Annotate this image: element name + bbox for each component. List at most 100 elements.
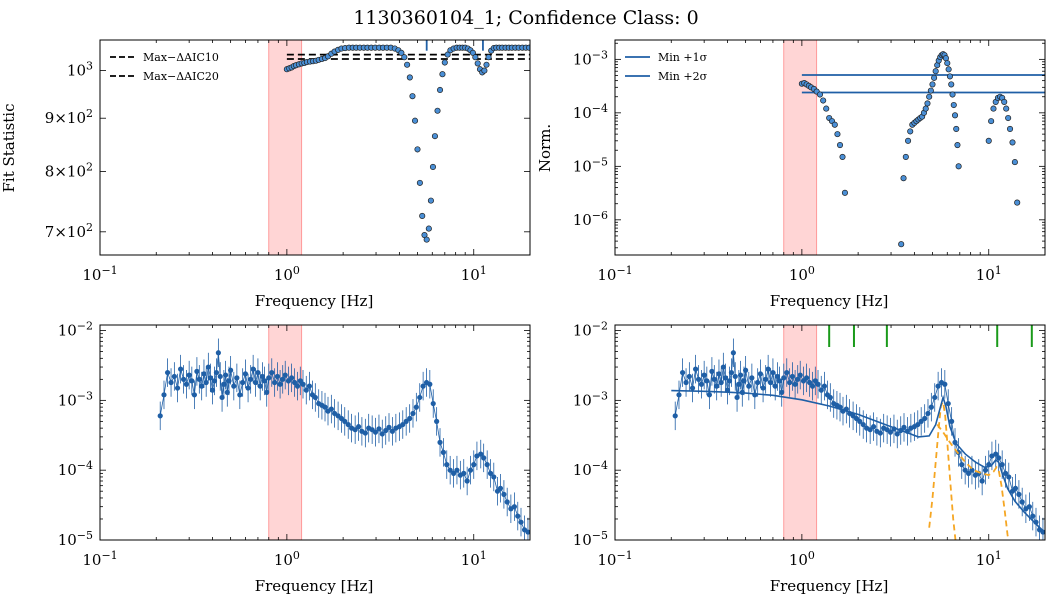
data-point [240, 379, 246, 386]
data-point [491, 474, 497, 480]
data-point [300, 381, 306, 387]
y-tick-label: 10−4 [573, 459, 608, 479]
x-tick-label: 10−1 [597, 549, 632, 569]
x-tick-label: 100 [789, 549, 815, 569]
data-point [734, 394, 740, 401]
legend-label: Max−ΔAIC10 [143, 51, 219, 64]
plot-area [157, 325, 530, 540]
y-tick-label: 10−5 [573, 529, 608, 549]
data-point [922, 415, 928, 422]
data-point [409, 93, 416, 100]
data-point [1001, 98, 1008, 105]
data-point [689, 385, 696, 391]
data-point [199, 383, 205, 389]
data-point [217, 373, 223, 380]
data-point [807, 379, 813, 386]
data-point [672, 413, 678, 419]
data-point [497, 485, 504, 491]
data-point [709, 368, 715, 374]
data-point [518, 519, 524, 525]
panel-power-spectrum-model: 10−1 100 101 10−5 10−4 10−3 10−2 [573, 320, 1046, 569]
data-point [257, 383, 263, 389]
data-point [877, 430, 883, 436]
data-point [429, 163, 437, 171]
data-point [774, 373, 781, 380]
data-point [444, 51, 451, 58]
data-point [161, 392, 167, 398]
data-point [1003, 105, 1010, 112]
data-point [191, 392, 197, 398]
data-point [250, 366, 256, 372]
data-point [345, 421, 351, 428]
x-axis-label-bottom-right: Frequency [Hz] [770, 577, 889, 595]
data-point [303, 387, 309, 393]
data-point [213, 369, 220, 376]
legend-label: Max−ΔAIC20 [143, 70, 219, 83]
data-point [441, 59, 448, 66]
y-tick-label: 103 [67, 60, 93, 80]
data-point [472, 54, 479, 61]
data-point [945, 400, 951, 407]
data-point [413, 404, 419, 410]
x-tick-label: 100 [274, 549, 300, 569]
data-point [467, 467, 474, 473]
data-point [180, 376, 187, 382]
data-point [902, 153, 909, 160]
data-point [949, 91, 956, 98]
data-point [403, 418, 409, 424]
data-point [732, 373, 738, 380]
data-point [955, 163, 962, 170]
panel-power-spectrum: 10−1 100 101 10−5 10−4 10−3 10−2 [58, 320, 531, 569]
data-point [777, 378, 783, 384]
data-point [434, 107, 441, 114]
data-point [965, 470, 972, 476]
data-point [894, 431, 900, 437]
data-point [779, 389, 785, 395]
data-point [419, 212, 426, 220]
data-point [406, 74, 413, 81]
data-point [464, 478, 470, 484]
data-point [924, 100, 931, 107]
data-point [962, 467, 968, 473]
data-point [205, 364, 211, 370]
data-point [915, 421, 921, 428]
x-tick-label: 10−1 [82, 264, 117, 284]
data-point [454, 467, 460, 473]
data-point [698, 381, 705, 387]
data-point [898, 241, 905, 248]
data-point [414, 146, 421, 153]
data-point [221, 381, 227, 387]
data-point [716, 371, 722, 377]
data-point [1005, 114, 1012, 122]
data-point [231, 383, 237, 389]
data-point [1030, 513, 1036, 519]
data-point [352, 427, 358, 433]
data-point [209, 387, 216, 393]
data-point [1012, 485, 1019, 491]
data-point [178, 366, 184, 372]
data-point [1009, 139, 1016, 146]
data-point [706, 392, 712, 398]
data-point [931, 74, 938, 81]
data-point [269, 369, 275, 376]
data-point [436, 86, 444, 94]
data-point [1014, 199, 1021, 206]
data-point [242, 371, 249, 377]
plot-area [783, 40, 1045, 255]
data-point [953, 125, 960, 132]
data-point [383, 427, 389, 434]
data-point [447, 467, 453, 473]
data-point [411, 117, 419, 124]
data-point [526, 44, 530, 51]
x-tick-label: 10−1 [82, 549, 117, 569]
data-point [757, 371, 764, 377]
data-point [945, 66, 952, 73]
data-point [478, 451, 484, 457]
x-axis-label-top-right: Frequency [Hz] [770, 292, 889, 310]
data-point [294, 383, 301, 389]
data-point [676, 392, 682, 398]
data-point [171, 373, 177, 380]
data-point [932, 394, 938, 401]
data-point [743, 367, 749, 373]
